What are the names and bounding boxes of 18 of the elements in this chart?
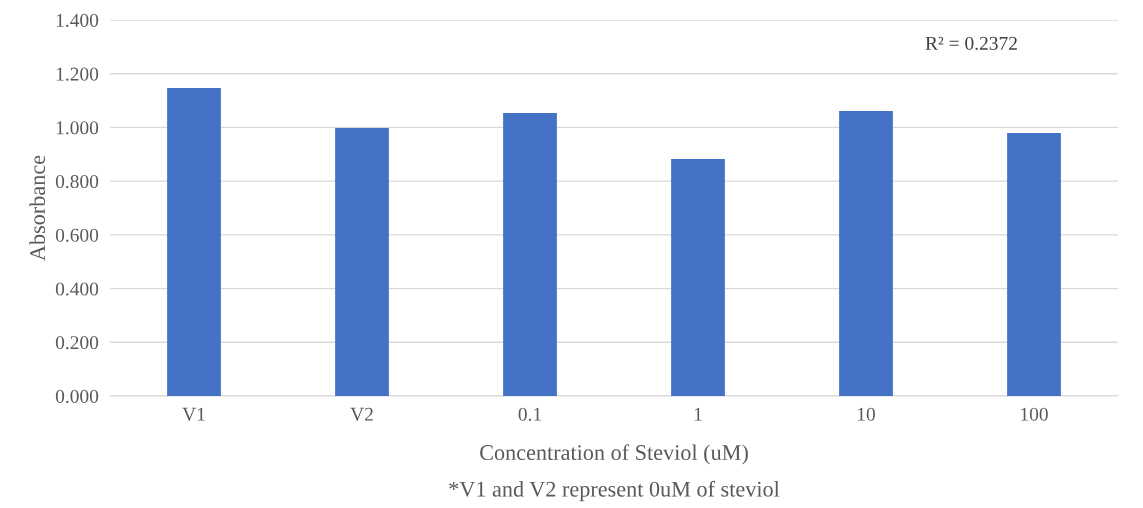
y-tick-label: 0.000 bbox=[55, 389, 99, 404]
x-tick-label: V2 bbox=[350, 407, 373, 421]
x-tick-label: 100 bbox=[1021, 407, 1048, 421]
y-tick-label: 1.000 bbox=[56, 121, 99, 135]
y-tick-label: 0.400 bbox=[55, 282, 99, 296]
x-tick-label: 0.1 bbox=[518, 407, 541, 421]
y-tick-label: 0.200 bbox=[55, 336, 99, 350]
x-tick-label: 1 bbox=[694, 407, 702, 421]
y-tick-label: 0.800 bbox=[55, 174, 99, 189]
text: *V1 and V2 represent 0uM of steviol bbox=[449, 480, 780, 502]
y-axis-title: Absorbance bbox=[29, 155, 46, 261]
annotation: R² = 0.2372 bbox=[925, 36, 1017, 50]
y-tick-label: 1.400 bbox=[56, 13, 99, 28]
y-tick-label: 1.200 bbox=[56, 67, 99, 81]
x-tick-label: V1 bbox=[182, 407, 205, 421]
x-axis-title: Concentration of Steviol (uM) bbox=[480, 444, 748, 465]
x-tick-label: 10 bbox=[857, 407, 875, 421]
y-tick-label: 0.600 bbox=[55, 228, 99, 242]
